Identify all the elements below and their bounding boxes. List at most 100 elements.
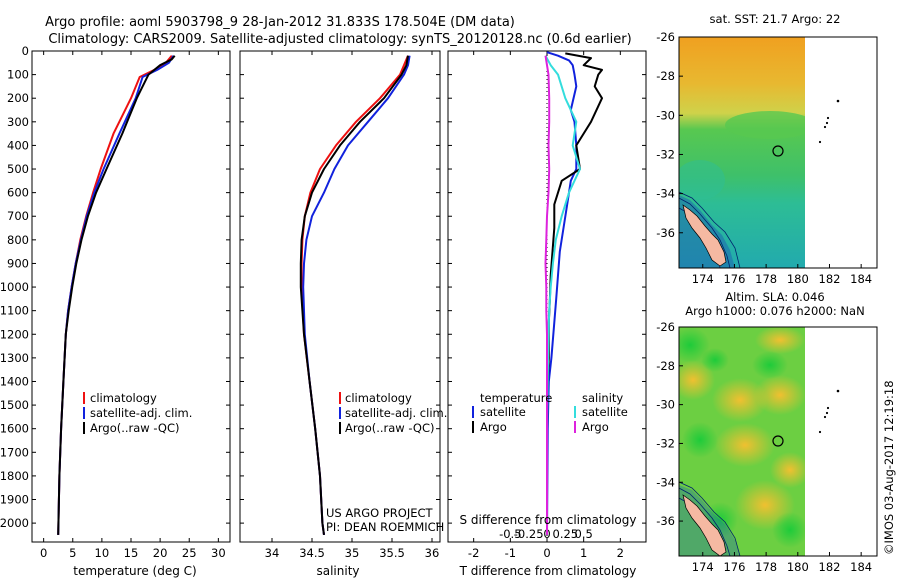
map-y-tick-label: -34 <box>656 475 675 489</box>
map-x-tick-label: 178 <box>755 272 777 286</box>
depth-tick-label: 1200 <box>0 327 29 341</box>
map-x-tick-label: 184 <box>850 272 872 286</box>
x-tick-label: 0 <box>543 546 550 560</box>
x-tick-label: 5 <box>69 546 76 560</box>
legend-label: satellite <box>582 405 628 419</box>
kermadec-islands-icon <box>818 99 840 144</box>
x-tick-label: 2 <box>617 546 624 560</box>
depth-tick-label: 1700 <box>0 445 29 459</box>
x2-tick-label: 0.25 <box>553 527 579 541</box>
depth-tick-label: 1600 <box>0 422 29 436</box>
x-tick-label: 35.5 <box>379 546 405 560</box>
difference-legend: temperature salinity satellite Argo sate… <box>472 391 628 434</box>
series-line-s-satellite <box>544 55 581 535</box>
x-tick-label: -1 <box>505 546 516 560</box>
map-y-tick-label: -30 <box>656 398 675 412</box>
depth-tick-label: 1900 <box>0 493 29 507</box>
temperature-panel-frame <box>31 50 231 543</box>
map-x-tick-label: 174 <box>692 272 714 286</box>
legend-label: climatology <box>345 391 412 405</box>
x2-tick-label: -0.5 <box>499 527 521 541</box>
map-y-tick-label: -28 <box>656 359 675 373</box>
map-y-tick-label: -26 <box>656 30 675 44</box>
new-zealand-land <box>682 204 727 267</box>
salinity-xlabel: salinity <box>316 564 359 578</box>
legend-head-temperature: temperature <box>480 391 552 405</box>
map-y-tick-label: -28 <box>656 69 675 83</box>
depth-tick-label: 1100 <box>0 304 29 318</box>
x2-tick-label: 0.5 <box>575 527 593 541</box>
sla-map-title-line1: Altim. SLA: 0.046 <box>725 290 824 304</box>
timestamp-stamp: ©IMOS 03-Aug-2017 12:19:18 <box>882 380 896 555</box>
series-line-argo-raw-qc- <box>299 55 409 536</box>
map-x-tick-label: 174 <box>692 560 714 574</box>
nz-contour-shading <box>679 485 740 556</box>
depth-tick-label: 800 <box>7 233 29 247</box>
x-tick-label: 36 <box>425 546 440 560</box>
temperature-legend: climatology satellite-adj. clim. Argo(..… <box>83 391 192 435</box>
sst-map-title: sat. SST: 21.7 Argo: 22 <box>710 12 841 26</box>
salinity-legend: climatology satellite-adj. clim. Argo(..… <box>339 391 447 435</box>
legend-label: satellite <box>480 405 526 419</box>
figure-title-line1: Argo profile: aoml 5903798_9 28-Jan-2012… <box>45 15 515 30</box>
depth-tick-label: 0 <box>22 44 29 58</box>
legend-head-salinity: salinity <box>582 391 623 405</box>
sla-map-title-line2: Argo h1000: 0.076 h2000: NaN <box>685 304 864 318</box>
legend-label: satellite-adj. clim. <box>90 406 192 420</box>
map-y-tick-label: -30 <box>656 108 675 122</box>
sla-map-frame <box>678 326 878 557</box>
map-x-tick-label: 176 <box>723 272 745 286</box>
map-y-tick-label: -34 <box>656 187 675 201</box>
x-tick-label: 20 <box>153 546 168 560</box>
map-y-tick-label: -32 <box>656 147 675 161</box>
sst-map-axes: 174 176 178 180 182 184 -26 -28 -30 -32 -34 -36 <box>656 30 872 286</box>
depth-tick-label: 1800 <box>0 469 29 483</box>
difference-plot: -2 -1 0 1 2-0.5-0.25 0 0.250.5 <box>468 51 624 560</box>
argo-float-marker-icon <box>772 145 784 157</box>
depth-tick-label: 600 <box>7 186 29 200</box>
series-line-s-argo <box>544 55 551 535</box>
depth-tick-label: 1300 <box>0 351 29 365</box>
series-line-t-satellite <box>546 51 578 535</box>
figure-title-line2: Climatology: CARS2009. Satellite-adjuste… <box>48 32 631 47</box>
sst-map <box>678 36 878 269</box>
temperature-xlabel: temperature (deg C) <box>73 564 196 578</box>
depth-tick-label: 300 <box>7 115 29 129</box>
depth-tick-label: 500 <box>7 162 29 176</box>
map-x-tick-label: 180 <box>787 560 809 574</box>
x-tick-label: 1 <box>580 546 587 560</box>
legend-label: satellite-adj. clim. <box>345 406 447 420</box>
map-y-tick-label: -32 <box>656 436 675 450</box>
s-difference-xlabel: S difference from climatology <box>460 513 637 527</box>
x-tick-label: 15 <box>124 546 139 560</box>
map-y-tick-label: -36 <box>656 514 675 528</box>
t-difference-xlabel: T difference from climatology <box>459 564 637 578</box>
depth-tick-label: 2000 <box>0 516 29 530</box>
map-x-tick-label: 184 <box>850 560 872 574</box>
depth-tick-label: 1400 <box>0 374 29 388</box>
depth-tick-label: 200 <box>7 91 29 105</box>
legend-label: Argo(..raw -QC) <box>90 421 180 435</box>
depth-tick-label: 1500 <box>0 398 29 412</box>
series-line-climatology <box>57 55 173 535</box>
map-x-tick-label: 182 <box>819 560 841 574</box>
depth-tick-label: 700 <box>7 209 29 223</box>
legend-label: climatology <box>90 391 157 405</box>
x-tick-label: -2 <box>468 546 479 560</box>
argo-float-marker-icon <box>772 435 784 447</box>
map-x-tick-label: 180 <box>787 272 809 286</box>
credit-line1: US ARGO PROJECT <box>326 506 434 520</box>
temperature-plot: 0 5 10 15 20 25 30 <box>40 51 226 560</box>
x-tick-label: 34.5 <box>299 546 325 560</box>
depth-tick-label: 400 <box>7 138 29 152</box>
depth-tick-label: 1000 <box>0 280 29 294</box>
x2-tick-label: -0.25 <box>514 527 544 541</box>
x-tick-label: 0 <box>40 546 47 560</box>
depth-tick-label: 900 <box>7 256 29 270</box>
sst-map-frame <box>678 36 878 269</box>
map-x-tick-label: 178 <box>755 560 777 574</box>
depth-axis: 0 100 200 300 400 500 600 700 800 900 1000 1100 1200… <box>0 44 646 530</box>
x-tick-label: 30 <box>211 546 226 560</box>
legend-label: Argo(..raw -QC) <box>345 421 435 435</box>
x-tick-label: 34 <box>265 546 280 560</box>
